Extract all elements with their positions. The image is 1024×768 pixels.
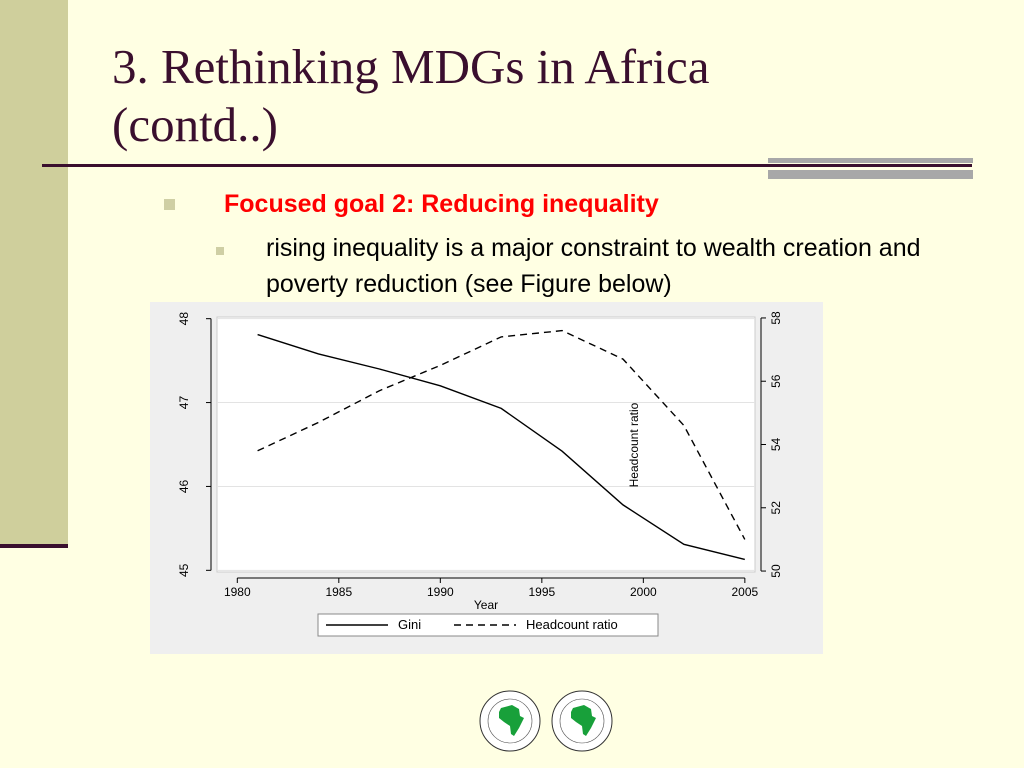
- y-left-tick-label: 46: [177, 479, 191, 493]
- slide-title: 3. Rethinking MDGs in Africa (contd..): [112, 39, 710, 152]
- y-left-tick-label: 47: [177, 396, 191, 410]
- y-right-tick-label: 54: [769, 438, 783, 452]
- x-tick-label: 2005: [731, 585, 758, 599]
- y-left-tick-label: 45: [177, 563, 191, 577]
- bullet-text: rising inequality is a major constraint …: [266, 234, 921, 298]
- african-development-bank-logo: [479, 690, 613, 752]
- decorative-bar-top: [768, 158, 973, 163]
- x-tick-label: 1990: [427, 585, 454, 599]
- y-right-axis-label: Headcount ratio: [627, 402, 641, 487]
- y-right-tick-label: 50: [769, 564, 783, 578]
- x-tick-label: 1995: [528, 585, 555, 599]
- bullet-square-icon: [164, 199, 175, 210]
- x-tick-label: 1985: [325, 585, 352, 599]
- x-tick-label: 2000: [630, 585, 657, 599]
- left-band-underline: [0, 544, 68, 548]
- y-right-tick-label: 52: [769, 501, 783, 515]
- bullet-heading: Focused goal 2: Reducing inequality: [224, 190, 659, 218]
- title-divider: [42, 164, 972, 167]
- y-right-tick-label: 58: [769, 311, 783, 325]
- x-axis-label: Year: [474, 598, 498, 612]
- sub-bullet-square-icon: [216, 247, 224, 255]
- afdb-seal-left-icon: [479, 690, 541, 752]
- decorative-bar-bottom: [768, 170, 973, 179]
- afdb-seal-right-icon: [551, 690, 613, 752]
- x-tick-label: 1980: [224, 585, 251, 599]
- chart-panel: 45 46 47 48 50 52 54 56 58 Headcount ratio 1980 198…: [150, 302, 823, 654]
- series-line-gini: [257, 333, 745, 561]
- y-right-tick-label: 56: [769, 374, 783, 388]
- left-decorative-band: [0, 0, 68, 546]
- legend-label: Gini: [398, 617, 421, 632]
- y-left-tick-label: 48: [177, 312, 191, 326]
- series-line-headcount-ratio: [257, 329, 746, 540]
- line-chart: 45 46 47 48 50 52 54 56 58 Headcount ratio 1980 198…: [177, 311, 783, 637]
- legend: [317, 613, 659, 637]
- legend-label: Headcount ratio: [526, 617, 618, 632]
- plot-area: [216, 316, 756, 573]
